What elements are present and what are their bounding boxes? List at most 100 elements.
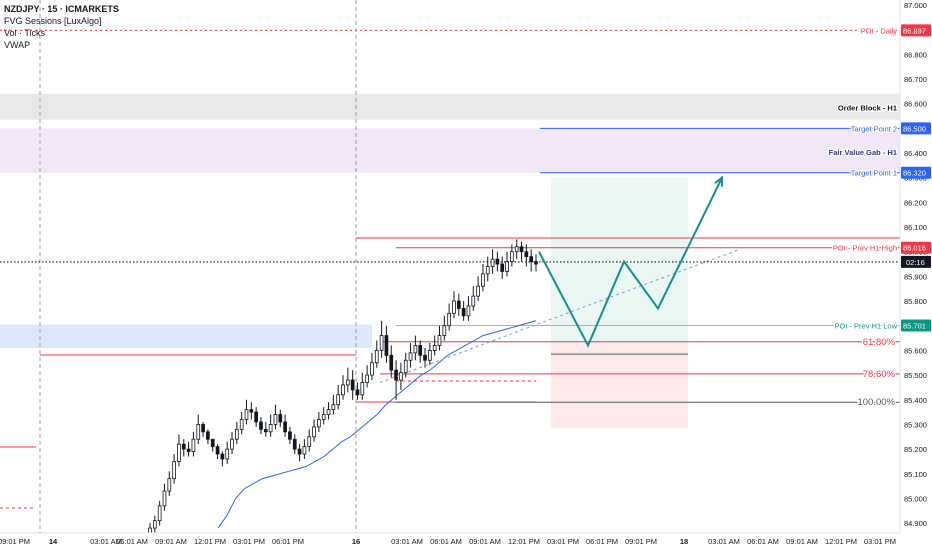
candle-bull [162,490,167,507]
candle-bull [191,438,196,452]
candle-bear [292,438,297,450]
candle-bull [365,374,369,383]
candle-bull [225,448,230,460]
time-tick-label: 06:01 AM [747,537,779,546]
candle-bull [437,335,442,346]
price-tick-label: 86.100 [904,223,927,232]
time-tick-label: 03:01 PM [233,537,265,546]
candle-bull [230,438,234,450]
price-tick-label: 85.100 [904,470,927,479]
level-label: Fair Value Gab - H1 [829,148,897,157]
candle-bull [428,349,432,361]
candle-bear [418,345,423,356]
price-badge [901,166,931,179]
price-badge-label: 86.500 [903,124,926,133]
candle-bull [514,246,519,253]
candle-bear [519,246,524,253]
candle-bull [476,285,480,297]
symbol-title[interactable]: NZDJPY · 15 · ICMARKETS [4,4,119,14]
candle-bull [312,426,316,438]
price-tick-label: 85.400 [904,396,927,405]
time-tick-label: 03:01 AM [708,537,740,546]
price-badge-label: 86.897 [903,26,926,35]
level-label: POI - Daily [861,26,898,35]
candle-bull [167,478,172,492]
candle-bull [341,384,345,396]
price-tick-label: 85.600 [904,346,927,355]
candle-bear [206,431,210,440]
candle-bull [490,258,495,267]
candle-bear [254,411,258,423]
level-label: Target Point 2 [851,124,897,133]
candle-bear [259,421,263,430]
candle-bull [370,362,374,376]
candle-bear [249,409,254,413]
candle-bull [196,424,201,440]
candle-bull [317,419,321,428]
long-target-zone-zone [551,177,688,343]
candle-bull [302,446,307,455]
price-tick-label: 85.000 [904,494,927,503]
candle-bear [389,354,394,371]
time-tick-label: 12:01 PM [508,537,540,546]
time-tick-label: 09:01 PM [0,537,30,546]
candle-bear [529,256,534,262]
projection-path [538,177,723,348]
candle-bull [307,436,312,448]
indicator-vwap[interactable]: VWAP [4,40,31,50]
chart-legend: NZDJPY · 15 · ICMARKETS FVG Sessions [Lu… [4,3,119,51]
indicator-volume[interactable]: Vol · Ticks [4,28,46,38]
price-tick-label: 85.900 [904,272,927,281]
time-tick-label: 12:01 PM [825,537,857,546]
candle-bull [360,382,365,396]
current-price-label: 02:16 [906,258,925,267]
candle-bull [239,419,244,430]
candle-bull [157,505,162,522]
candle-bull [345,379,350,386]
candle-bull [432,345,437,351]
candle-bear [456,300,461,309]
candle-bull [481,273,485,287]
candle-bull [244,409,249,420]
candle-bear [201,424,205,433]
price-tick-label: 84.900 [904,519,927,528]
time-tick-label: 09:01 AM [155,537,187,546]
time-tick-label: 06:01 PM [272,537,304,546]
candle-bear [423,354,427,361]
price-badge [901,319,931,332]
candle-bear [355,389,360,396]
price-badge-label: 86.016 [903,244,926,253]
current-price-badge [901,255,931,268]
price-tick-label: 86.800 [904,50,927,59]
candle-bear [181,443,186,450]
candle-bull [374,349,379,364]
candle-bear [350,379,355,391]
candle-bear [288,431,292,440]
price-tick-label: 85.300 [904,420,927,429]
candle-bear [215,446,220,455]
price-tick-label: 86.400 [904,149,927,158]
candle-bear [461,308,466,317]
candle-bear [278,414,283,423]
time-tick-label: 09:01 AM [786,537,818,546]
fair-value-gap-h1-zone [0,128,900,173]
price-tick-label: 86.700 [904,75,927,84]
candle-bear [220,453,225,460]
candle-bull [452,300,456,314]
candle-bull [268,424,273,433]
time-tick-label: 03:01 PM [864,537,896,546]
indicator-fvg-sessions[interactable]: FVG Sessions [LuxAlgo] [4,16,102,26]
long-stop-zone-zone [551,342,688,429]
time-tick-label: 12:01 PM [194,537,226,546]
candle-bull [510,251,514,262]
time-tick-label: 03:01 AM [391,537,423,546]
time-tick-label: 03:01 PM [547,537,579,546]
candle-bear [384,335,389,356]
level-label: POI - Prev H1 High [833,244,897,253]
candle-bull [408,352,413,361]
candle-bull [505,261,509,272]
price-badge [901,241,931,254]
candle-bear [297,448,302,455]
